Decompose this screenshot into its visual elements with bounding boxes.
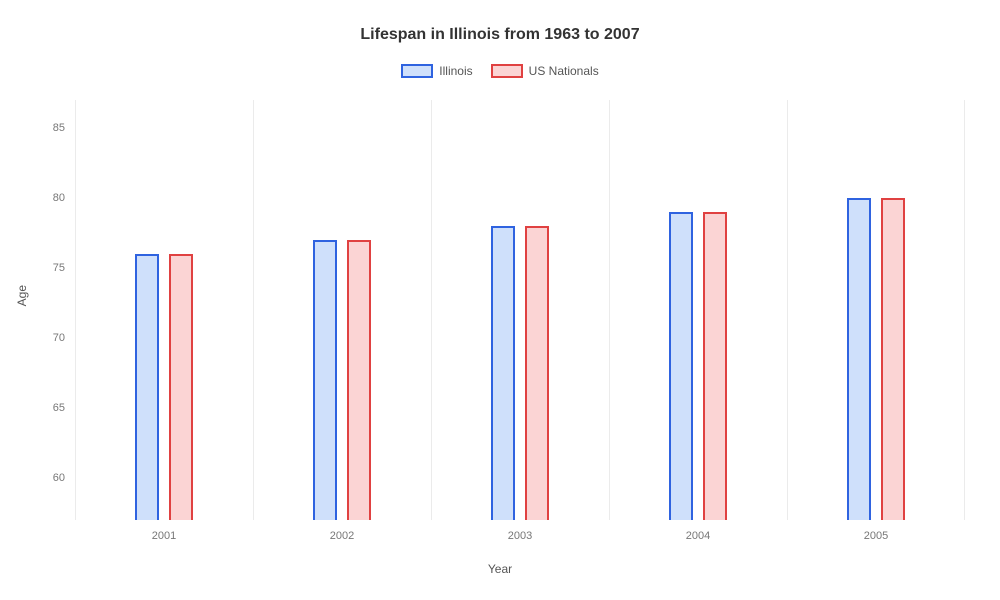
chart-title: Lifespan in Illinois from 1963 to 2007	[0, 26, 1000, 44]
grid-line	[787, 100, 788, 520]
grid-line	[75, 100, 76, 520]
bar	[703, 212, 727, 520]
y-tick-label: 80	[25, 192, 65, 204]
bar	[347, 240, 371, 520]
bar	[847, 198, 871, 520]
grid-line	[431, 100, 432, 520]
y-tick-label: 85	[25, 122, 65, 134]
legend-item-us-nationals: US Nationals	[491, 64, 599, 78]
legend-swatch-illinois	[401, 64, 433, 78]
x-tick-label: 2005	[864, 530, 888, 542]
x-tick-label: 2004	[686, 530, 710, 542]
legend-item-illinois: Illinois	[401, 64, 472, 78]
x-tick-label: 2002	[330, 530, 354, 542]
x-tick-label: 2003	[508, 530, 532, 542]
legend-swatch-us-nationals	[491, 64, 523, 78]
bar	[135, 254, 159, 520]
grid-line	[253, 100, 254, 520]
chart-container: Lifespan in Illinois from 1963 to 2007 I…	[0, 0, 1000, 600]
bar	[491, 226, 515, 520]
y-axis-title: Age	[15, 285, 29, 306]
y-tick-label: 65	[25, 402, 65, 414]
legend-label: US Nationals	[529, 64, 599, 78]
grid-line	[964, 100, 965, 520]
bar	[669, 212, 693, 520]
legend: Illinois US Nationals	[0, 64, 1000, 78]
bar	[169, 254, 193, 520]
y-tick-label: 70	[25, 332, 65, 344]
y-tick-label: 75	[25, 262, 65, 274]
x-tick-label: 2001	[152, 530, 176, 542]
legend-label: Illinois	[439, 64, 472, 78]
grid-line	[609, 100, 610, 520]
plot-area: 60657075808520012002200320042005	[75, 100, 965, 520]
bar	[881, 198, 905, 520]
bar	[525, 226, 549, 520]
bar	[313, 240, 337, 520]
x-axis-title: Year	[0, 562, 1000, 576]
y-tick-label: 60	[25, 472, 65, 484]
